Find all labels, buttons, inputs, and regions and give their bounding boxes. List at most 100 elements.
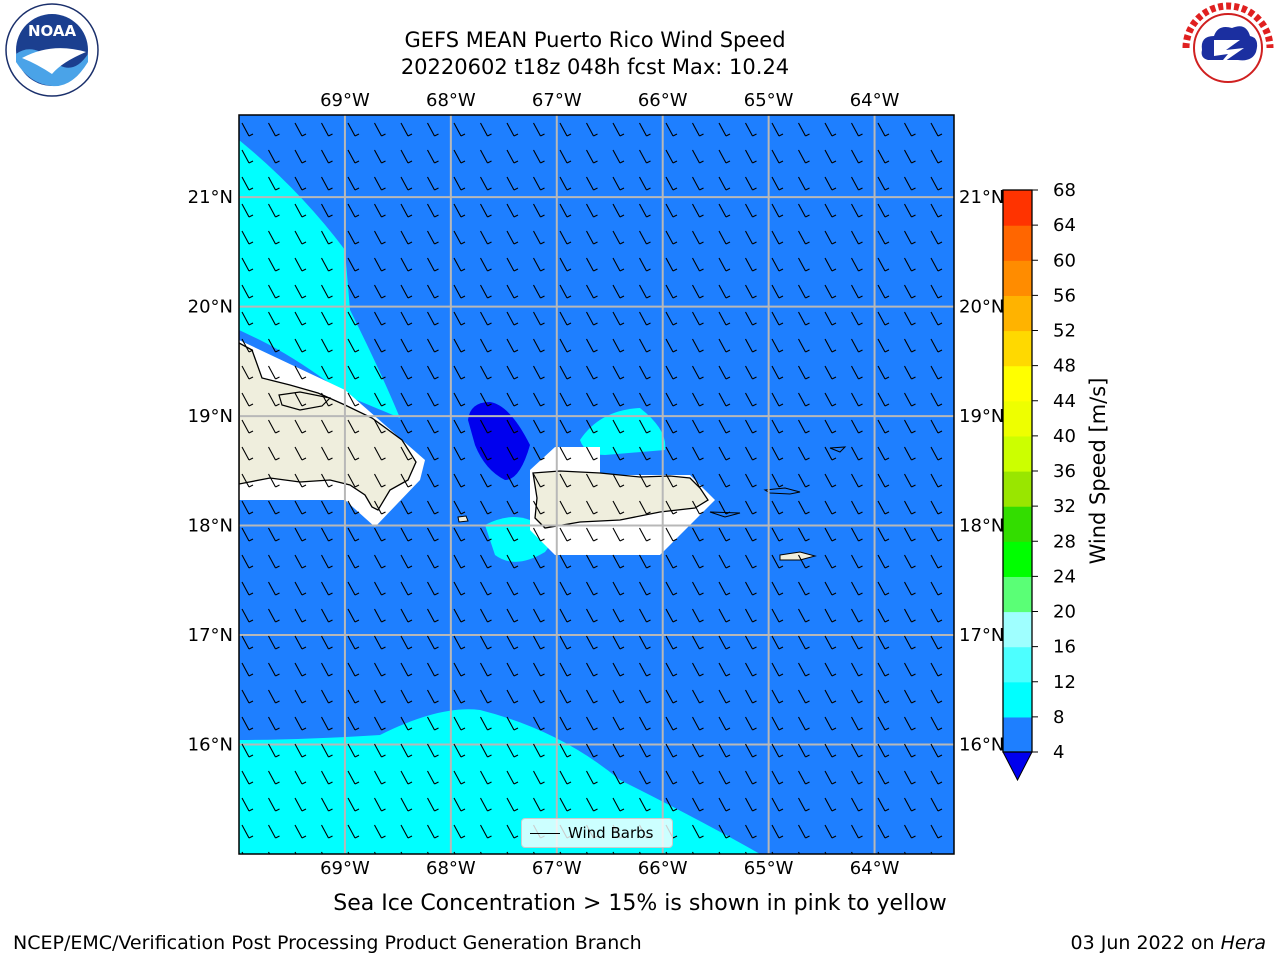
wind-barb xyxy=(665,203,678,218)
wind-barb xyxy=(718,122,731,137)
wind-barb xyxy=(294,581,307,596)
wind-barb xyxy=(321,176,333,191)
wind-barb xyxy=(851,662,863,677)
wind-barb xyxy=(745,149,757,164)
wind-barb xyxy=(745,635,757,650)
wind-barb xyxy=(453,473,466,488)
wind-barb xyxy=(480,203,492,218)
wind-barb xyxy=(639,473,651,488)
wind-barb xyxy=(798,554,810,569)
lat-tick-label-left: 20°N xyxy=(188,297,233,318)
wind-barb xyxy=(559,419,572,434)
wind-barb xyxy=(851,716,863,731)
chart-title: GEFS MEAN Puerto Rico Wind Speed xyxy=(404,28,786,52)
wind-barb xyxy=(718,770,731,785)
wind-barb xyxy=(241,635,254,650)
wind-barb xyxy=(294,662,307,677)
wind-barb xyxy=(745,527,757,542)
wind-barb xyxy=(347,446,360,461)
wind-barb xyxy=(400,797,413,812)
wind-barb xyxy=(374,527,386,542)
wind-barb xyxy=(480,230,492,245)
wind-barb xyxy=(533,392,545,407)
wind-barb xyxy=(665,311,678,326)
wind-barb xyxy=(745,689,757,704)
colorbar-tick-label: 48 xyxy=(1053,356,1076,377)
anegada-island xyxy=(829,446,847,453)
wind-barb xyxy=(427,446,439,461)
colorbar-under-triangle xyxy=(1002,751,1033,782)
wind-barb xyxy=(321,311,333,326)
wind-barb xyxy=(533,122,545,137)
wind-barb xyxy=(639,716,651,731)
wind-barb xyxy=(612,203,625,218)
wind-barb xyxy=(374,392,386,407)
wind-barb xyxy=(506,365,519,380)
wind-barb xyxy=(904,770,916,785)
wind-barb xyxy=(559,743,572,758)
wind-barb xyxy=(665,122,678,137)
wind-barb xyxy=(294,176,307,191)
wind-barb xyxy=(480,257,492,272)
wind-barb xyxy=(851,338,863,353)
wind-barb xyxy=(374,203,386,218)
wind-barb xyxy=(559,257,572,272)
wind-barb xyxy=(480,365,492,380)
wind-barb xyxy=(824,473,837,488)
wind-barb xyxy=(692,311,704,326)
wind-barb xyxy=(612,635,625,650)
wind-barb xyxy=(718,743,731,758)
wind-barb xyxy=(718,365,731,380)
wind-barb xyxy=(639,581,651,596)
colorbar-segment xyxy=(1003,611,1032,648)
wind-barb xyxy=(745,554,757,569)
wind-barb xyxy=(559,473,572,488)
wind-barb xyxy=(400,608,413,623)
wind-barb xyxy=(745,365,757,380)
wind-barb xyxy=(930,257,943,272)
wind-barb xyxy=(453,608,466,623)
wind-barb xyxy=(294,230,307,245)
wind-barb xyxy=(321,149,333,164)
wind-barb xyxy=(427,662,439,677)
wind-barb xyxy=(374,122,386,137)
lat-tick-label-left: 17°N xyxy=(188,625,233,646)
wind-barb xyxy=(453,203,466,218)
wind-barb xyxy=(851,797,863,812)
mona-island xyxy=(457,515,469,523)
wind-barb xyxy=(612,149,625,164)
wind-barb xyxy=(904,176,916,191)
wind-barb xyxy=(374,554,386,569)
wind-barb xyxy=(851,149,863,164)
wind-barb xyxy=(930,554,943,569)
wind-barb xyxy=(824,635,837,650)
wind-barb xyxy=(771,203,784,218)
wind-barb xyxy=(533,662,545,677)
wind-barb xyxy=(930,689,943,704)
lon-tick-label-top: 66°W xyxy=(638,90,688,111)
wind-barb xyxy=(745,419,757,434)
colorbar-tick-label: 16 xyxy=(1053,637,1076,658)
wind-barb xyxy=(427,689,439,704)
wind-barb xyxy=(904,500,916,515)
wind-barb xyxy=(559,446,572,461)
wind-barb xyxy=(718,338,731,353)
wind-barb xyxy=(268,149,280,164)
wind-barb xyxy=(559,770,572,785)
wind-barb xyxy=(745,770,757,785)
wind-barb xyxy=(400,446,413,461)
map-frame xyxy=(238,114,955,855)
wind-barb xyxy=(453,365,466,380)
wind-barb xyxy=(400,122,413,137)
wind-barb xyxy=(771,446,784,461)
wind-barb xyxy=(798,635,810,650)
wind-barb xyxy=(586,257,598,272)
wind-barb xyxy=(745,122,757,137)
wind-barb xyxy=(427,797,439,812)
wind-barb xyxy=(824,662,837,677)
wind-barb xyxy=(347,338,360,353)
wind-barb xyxy=(294,689,307,704)
wind-barb xyxy=(480,662,492,677)
wind-barb xyxy=(533,230,545,245)
wind-field-8-12 xyxy=(239,140,400,418)
